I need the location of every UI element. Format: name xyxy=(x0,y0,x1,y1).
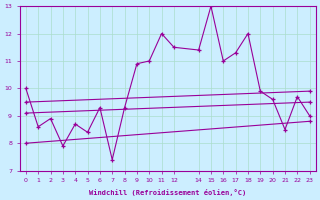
X-axis label: Windchill (Refroidissement éolien,°C): Windchill (Refroidissement éolien,°C) xyxy=(89,189,246,196)
